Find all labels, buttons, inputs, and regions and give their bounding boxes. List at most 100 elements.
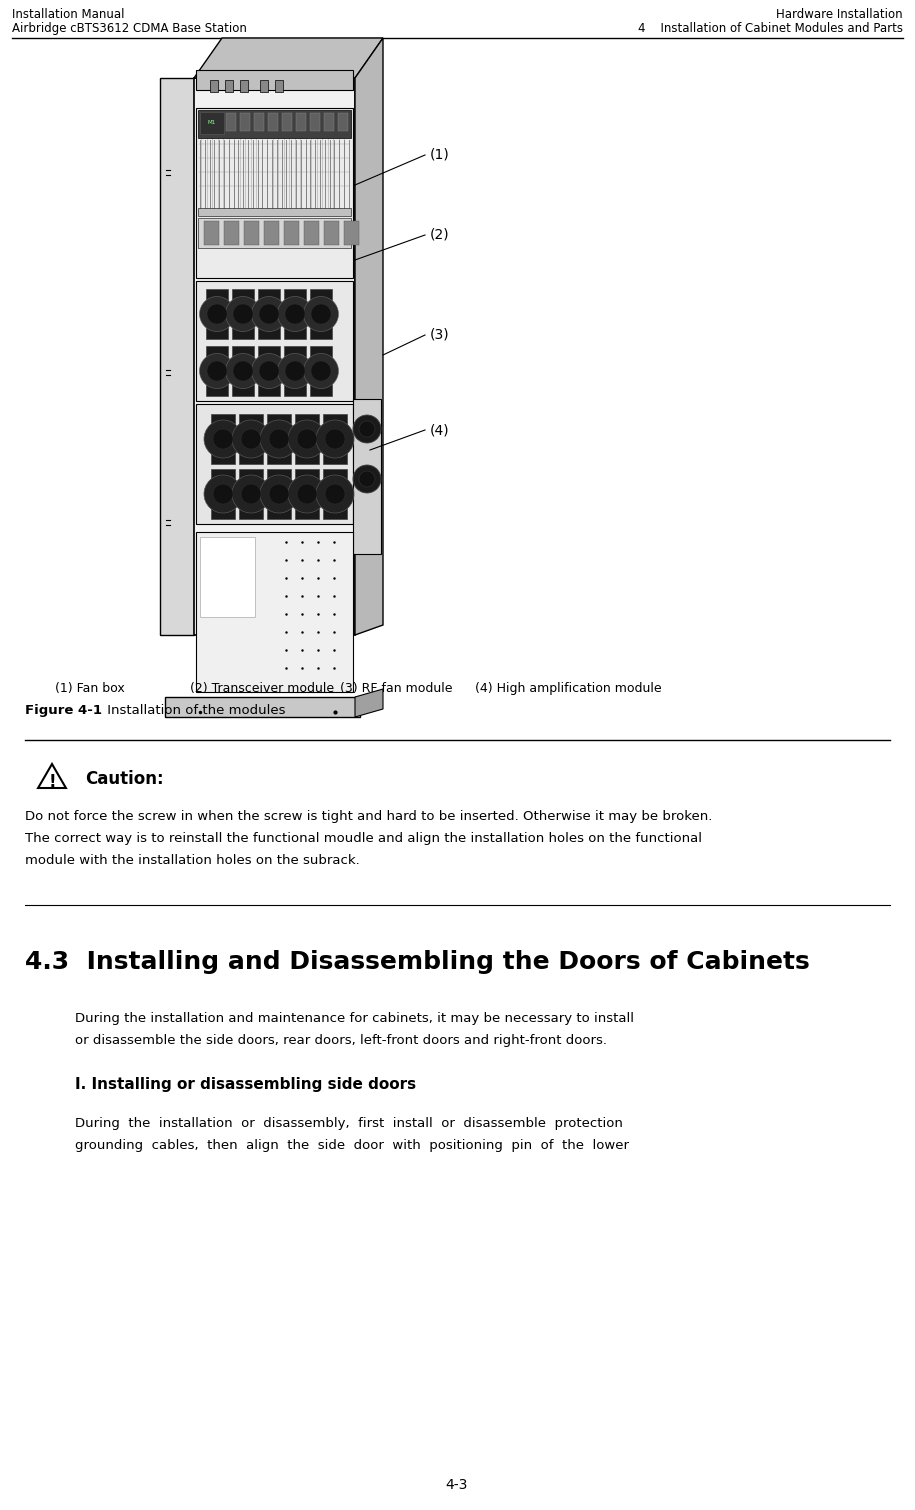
Circle shape: [259, 361, 279, 381]
Circle shape: [233, 361, 253, 381]
Circle shape: [297, 429, 317, 448]
Bar: [295, 414, 319, 464]
Bar: [310, 113, 320, 131]
Circle shape: [353, 415, 381, 442]
Circle shape: [325, 429, 345, 448]
Bar: [304, 220, 319, 245]
Text: I. Installing or disassembling side doors: I. Installing or disassembling side door…: [75, 1077, 416, 1092]
Circle shape: [260, 476, 298, 513]
Circle shape: [288, 420, 326, 458]
Text: or disassemble the side doors, rear doors, left‑front doors and right‑front door: or disassemble the side doors, rear door…: [75, 1034, 607, 1046]
Bar: [254, 113, 264, 131]
Text: (4): (4): [430, 423, 449, 436]
Circle shape: [269, 485, 289, 504]
Bar: [323, 414, 347, 464]
Bar: [284, 288, 306, 340]
Bar: [165, 698, 360, 717]
Circle shape: [285, 304, 305, 325]
Bar: [295, 470, 319, 519]
Bar: [324, 113, 334, 131]
Text: Installation Manual: Installation Manual: [12, 8, 124, 21]
Text: During the installation and maintenance for cabinets, it may be necessary to ins: During the installation and maintenance …: [75, 1012, 634, 1025]
Text: Installation of the modules: Installation of the modules: [103, 704, 285, 717]
Circle shape: [353, 465, 381, 492]
Text: Airbridge cBTS3612 CDMA Base Station: Airbridge cBTS3612 CDMA Base Station: [12, 23, 247, 35]
Bar: [225, 80, 233, 92]
Bar: [196, 281, 353, 402]
Text: !: !: [48, 773, 56, 791]
Text: Do not force the screw in when the screw is tight and hard to be inserted. Other: Do not force the screw in when the screw…: [25, 809, 713, 823]
Circle shape: [269, 429, 289, 448]
Bar: [284, 220, 299, 245]
Text: The correct way is to reinstall the functional moudle and align the installation: The correct way is to reinstall the func…: [25, 832, 702, 846]
Circle shape: [252, 353, 286, 388]
Text: Caution:: Caution:: [85, 770, 164, 788]
Text: 4-3: 4-3: [446, 1478, 468, 1492]
Circle shape: [225, 296, 261, 332]
Circle shape: [260, 420, 298, 458]
Bar: [232, 288, 254, 340]
Circle shape: [199, 296, 234, 332]
Circle shape: [316, 476, 354, 513]
Circle shape: [199, 353, 234, 388]
Text: (1) Fan box: (1) Fan box: [55, 683, 124, 695]
Bar: [310, 288, 332, 340]
Text: 4.3  Installing and Disassembling the Doors of Cabinets: 4.3 Installing and Disassembling the Doo…: [25, 950, 810, 974]
Bar: [160, 79, 194, 636]
Circle shape: [325, 485, 345, 504]
Circle shape: [204, 420, 242, 458]
Circle shape: [207, 361, 227, 381]
Text: (2): (2): [430, 228, 449, 242]
Circle shape: [252, 296, 286, 332]
Text: During  the  installation  or  disassembly,  first  install  or  disassemble  pr: During the installation or disassembly, …: [75, 1117, 623, 1129]
Text: (4) High amplification module: (4) High amplification module: [475, 683, 662, 695]
Circle shape: [277, 353, 313, 388]
Circle shape: [359, 471, 375, 488]
Circle shape: [207, 304, 227, 325]
Text: Hardware Installation: Hardware Installation: [776, 8, 903, 21]
Circle shape: [241, 429, 261, 448]
Bar: [284, 346, 306, 396]
Circle shape: [297, 485, 317, 504]
Bar: [211, 470, 235, 519]
Circle shape: [213, 485, 233, 504]
Bar: [206, 346, 228, 396]
Circle shape: [225, 353, 261, 388]
Bar: [194, 79, 355, 636]
Bar: [282, 113, 292, 131]
Bar: [198, 217, 351, 248]
Bar: [196, 109, 353, 278]
Bar: [198, 208, 351, 216]
Text: (1): (1): [430, 148, 450, 162]
Bar: [239, 414, 263, 464]
Bar: [198, 110, 351, 137]
Circle shape: [204, 476, 242, 513]
Circle shape: [288, 476, 326, 513]
Bar: [226, 113, 236, 131]
Circle shape: [232, 420, 270, 458]
Bar: [244, 220, 259, 245]
Bar: [224, 220, 239, 245]
Circle shape: [241, 485, 261, 504]
Circle shape: [213, 429, 233, 448]
Bar: [258, 288, 280, 340]
Bar: [210, 80, 218, 92]
Circle shape: [233, 304, 253, 325]
Text: (3): (3): [430, 328, 449, 341]
Bar: [206, 288, 228, 340]
Text: (3) RF fan module: (3) RF fan module: [340, 683, 453, 695]
Bar: [323, 470, 347, 519]
Bar: [275, 80, 283, 92]
Circle shape: [259, 304, 279, 325]
Circle shape: [359, 421, 375, 436]
Bar: [196, 69, 353, 91]
Bar: [232, 346, 254, 396]
Bar: [204, 220, 219, 245]
Bar: [264, 220, 279, 245]
Bar: [338, 113, 348, 131]
Text: grounding  cables,  then  align  the  side  door  with  positioning  pin  of  th: grounding cables, then align the side do…: [75, 1139, 629, 1152]
Circle shape: [304, 353, 339, 388]
Bar: [196, 405, 353, 524]
Bar: [258, 346, 280, 396]
Bar: [196, 532, 353, 692]
